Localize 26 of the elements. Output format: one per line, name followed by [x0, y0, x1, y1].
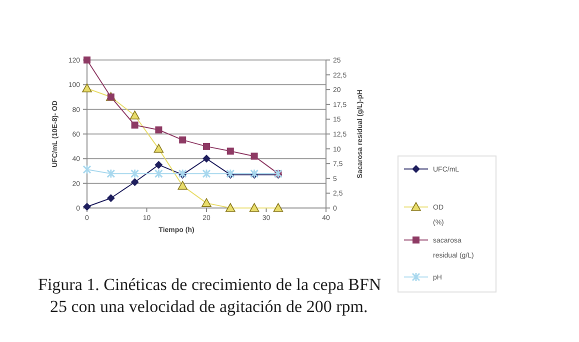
point: [82, 164, 92, 174]
point: [249, 203, 260, 212]
point: [130, 168, 140, 178]
point: [82, 83, 92, 92]
point: [273, 203, 284, 212]
point: [83, 202, 91, 211]
point: [154, 160, 163, 169]
point: [202, 154, 210, 163]
point: [226, 148, 234, 155]
point: [226, 203, 236, 212]
point: [130, 110, 140, 120]
point: [154, 144, 164, 153]
point: [203, 142, 210, 150]
point: [250, 152, 258, 160]
point: [179, 136, 186, 144]
point: [154, 168, 163, 178]
point: [202, 198, 212, 207]
point: [178, 180, 188, 190]
point: [202, 168, 211, 178]
point: [155, 126, 162, 134]
point: [131, 122, 138, 129]
point: [106, 194, 115, 202]
point: [130, 178, 139, 186]
text: 25 con una velocidad de agitación de 200 rpm.: [50, 297, 368, 316]
text: Figura 1. Cinéticas de crecimiento de la cepa BFN: [38, 275, 382, 294]
point: [106, 168, 116, 178]
